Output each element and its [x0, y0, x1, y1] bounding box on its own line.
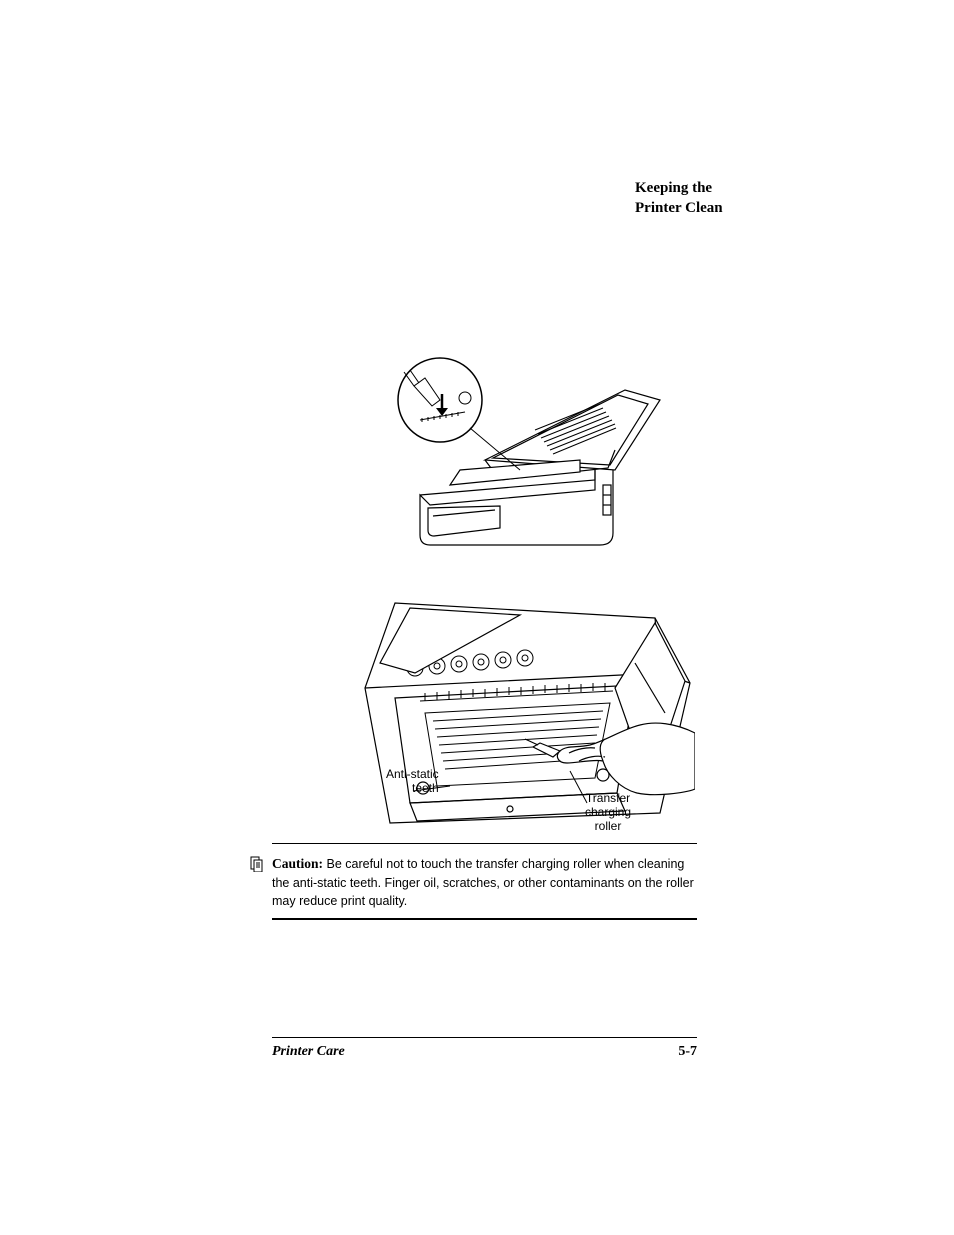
printer-open-illustration: [370, 350, 665, 570]
caution-body: Be careful not to touch the transfer cha…: [272, 857, 694, 908]
section-title-line2: Printer Clean: [635, 200, 723, 216]
footer-page-number: 5-7: [678, 1044, 697, 1060]
label-transfer-roller: Transfer charging roller: [585, 792, 631, 833]
label-right-line3: roller: [595, 819, 622, 833]
label-left-line1: Anti-static: [386, 767, 439, 781]
footer-chapter-title: Printer Care: [272, 1044, 345, 1060]
caution-box: Caution: Be careful not to touch the tra…: [272, 843, 697, 920]
footer-rule: [272, 1037, 697, 1038]
document-page: Keeping the Printer Clean: [0, 0, 954, 1235]
caution-label: Caution:: [272, 856, 323, 871]
section-heading: Keeping the Printer Clean: [635, 178, 723, 219]
printer-interior-illustration: [355, 593, 695, 838]
caution-icon: [250, 856, 264, 872]
label-right-line1: Transfer: [586, 791, 630, 805]
label-right-line2: charging: [585, 805, 631, 819]
label-left-line2: teeth: [412, 781, 439, 795]
figure-printer-open: [370, 350, 665, 570]
caution-paragraph: Caution: Be careful not to touch the tra…: [272, 854, 697, 910]
section-title-line1: Keeping the: [635, 180, 712, 196]
label-anti-static-teeth: Anti-static teeth: [386, 768, 439, 796]
figure-printer-interior: [355, 593, 695, 838]
